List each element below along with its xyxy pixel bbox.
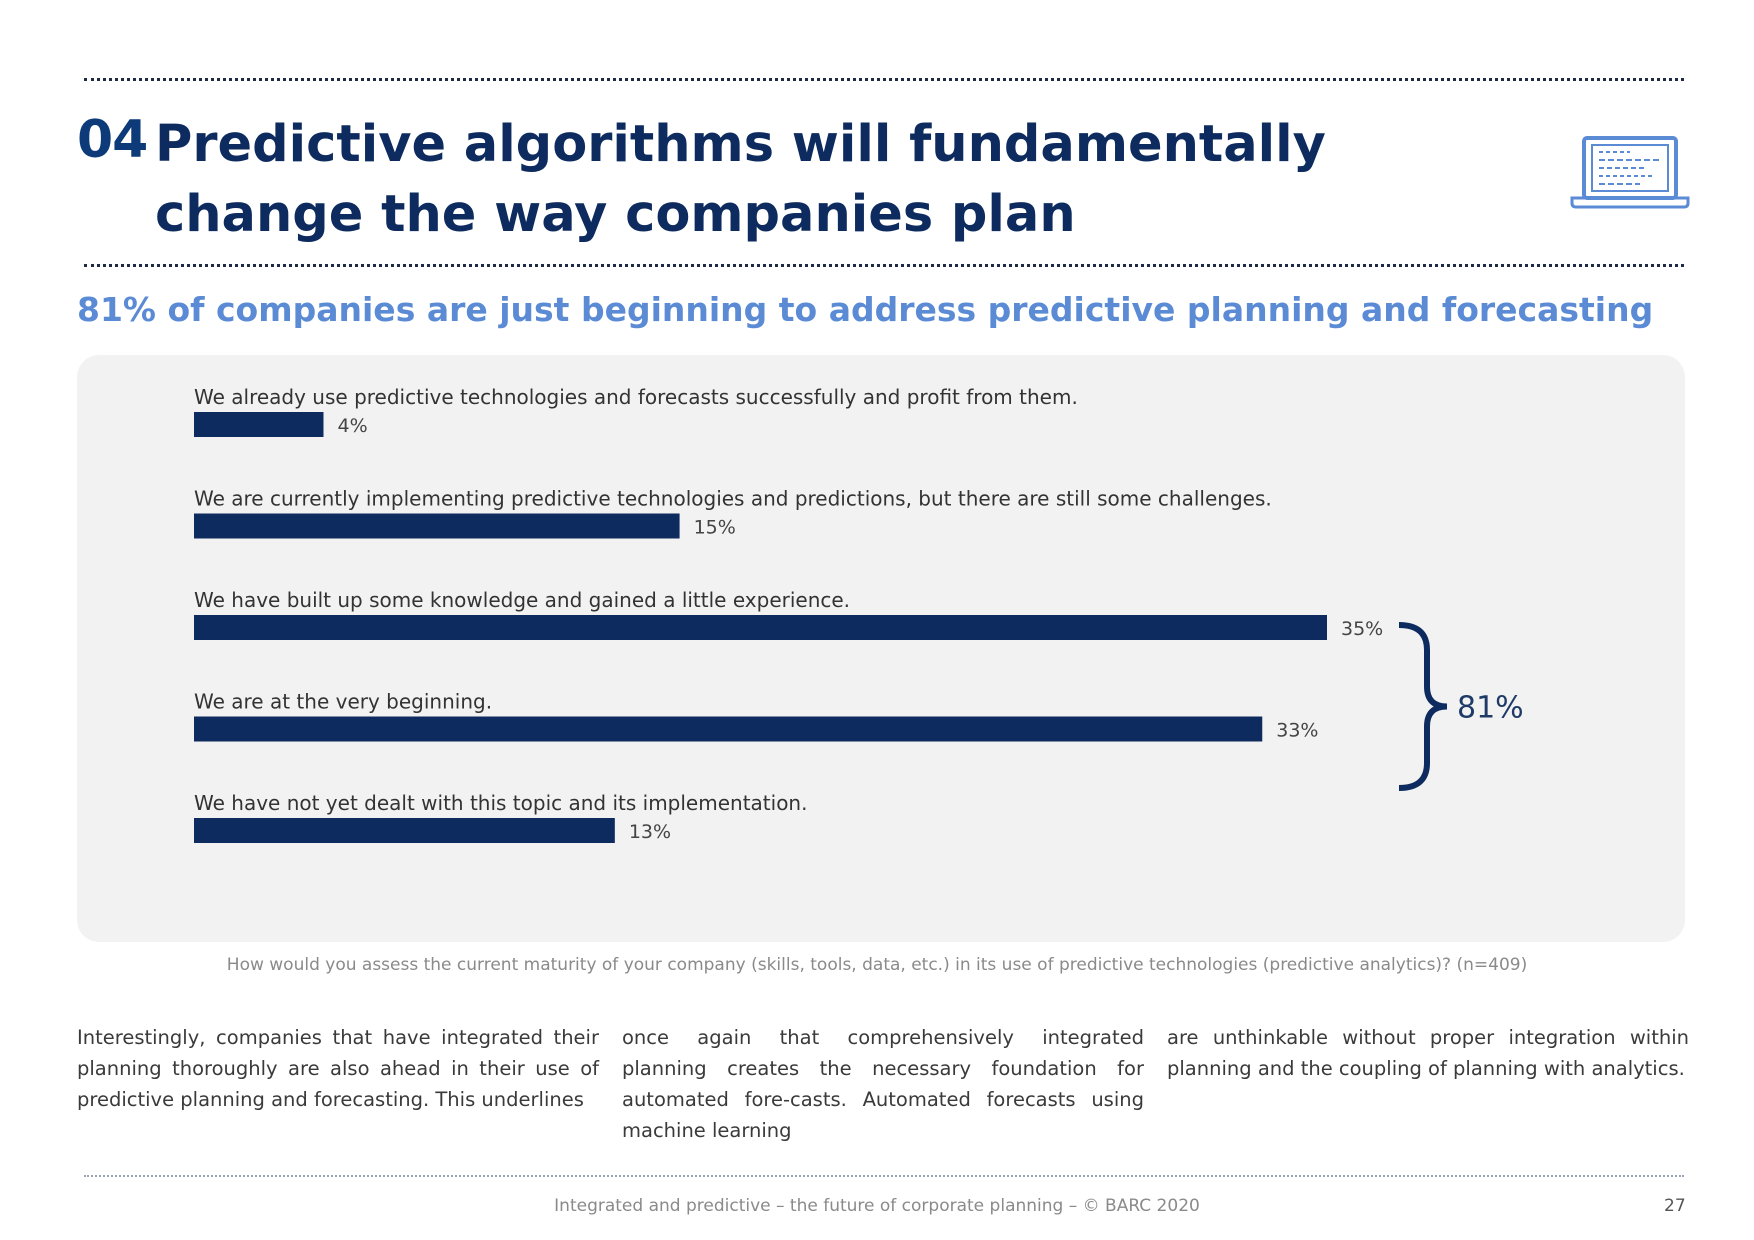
page-title-line-1: Predictive algorithms will fundamentally [155,115,1326,174]
bracket [1398,622,1448,791]
category-label: We already use predictive technologies a… [194,385,1078,409]
laptop-code-icon [1570,136,1690,209]
bar [194,412,324,437]
title-divider [84,264,1684,267]
bar-value-label: 35% [1341,618,1383,640]
bar-value-label: 4% [337,415,367,437]
chart-panel: We already use predictive technologies a… [77,355,1685,942]
bar-value-label: 15% [694,517,736,539]
bar [194,513,680,539]
bar-value-label: 33% [1276,720,1318,742]
footer-text: Integrated and predictive – the future o… [554,1196,1200,1216]
category-label: We have built up some knowledge and gain… [194,588,850,612]
page-title: Predictive algorithms will fundamentally… [155,110,1355,250]
chart-subtitle: 81% of companies are just beginning to a… [77,290,1654,329]
category-label: We are at the very beginning. [194,690,492,714]
section-number: 04 [77,110,148,170]
category-label: We are currently implementing predictive… [194,487,1272,511]
body-column-3: are unthinkable without proper integrati… [1167,1026,1689,1080]
page-number: 27 [1664,1196,1686,1216]
bar-chart: We already use predictive technologies a… [194,385,1524,843]
bar [194,615,1327,640]
footer-divider [84,1175,1684,1177]
bracket-total-label: 81% [1457,691,1524,726]
body-column-1: Interestingly, companies that have integ… [77,1026,599,1111]
chart-caption: How would you assess the current maturit… [226,955,1528,975]
bar-value-label: 13% [629,821,671,843]
page-title-line-2: change the way companies plan [155,185,1076,244]
bar [194,818,615,843]
bar [194,716,1263,742]
top-divider [84,78,1684,81]
body-column-2: once again that comprehensively integrat… [622,1026,1144,1142]
category-label: We have not yet dealt with this topic an… [194,791,807,815]
